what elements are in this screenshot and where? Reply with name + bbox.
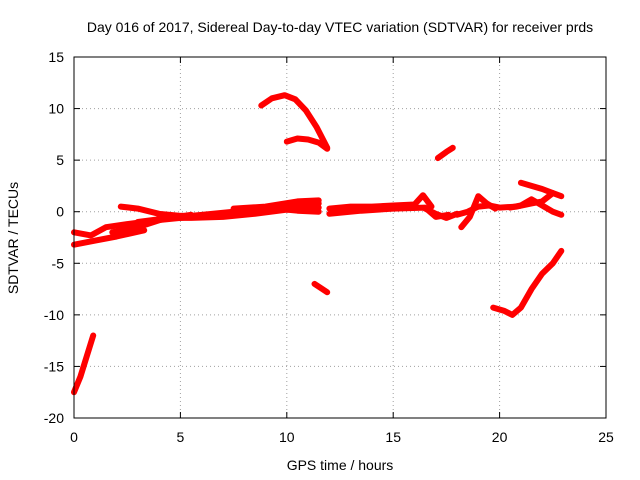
y-tick-label: 15 bbox=[48, 49, 64, 65]
chart-title: Day 016 of 2017, Sidereal Day-to-day VTE… bbox=[87, 19, 593, 35]
y-tick-label: -10 bbox=[44, 307, 64, 323]
x-tick-label: 25 bbox=[598, 429, 614, 445]
series-arc-08 bbox=[230, 197, 322, 212]
series-arc-10 bbox=[258, 92, 331, 151]
x-tick-label: 5 bbox=[177, 429, 185, 445]
data-series bbox=[71, 92, 565, 396]
y-axis-label: SDTVAR / TECUs bbox=[5, 182, 21, 294]
y-tick-label: 10 bbox=[48, 101, 64, 117]
x-tick-label: 0 bbox=[70, 429, 78, 445]
series-arc-09 bbox=[251, 205, 322, 215]
y-tick-label: -5 bbox=[52, 255, 65, 271]
series-arc-02 bbox=[71, 227, 148, 248]
y-tick-label: 5 bbox=[56, 152, 64, 168]
series-arc-16 bbox=[434, 144, 456, 162]
plot-frame bbox=[73, 56, 607, 419]
x-axis-label: GPS time / hours bbox=[287, 457, 394, 473]
y-tick-label: -20 bbox=[44, 410, 64, 426]
series-arc-01 bbox=[71, 332, 97, 396]
x-tick-label: 20 bbox=[492, 429, 508, 445]
x-tick-label: 10 bbox=[279, 429, 295, 445]
series-arc-21 bbox=[517, 179, 565, 200]
series-arc-15 bbox=[422, 205, 460, 221]
y-tick-label: 0 bbox=[56, 204, 64, 220]
series-arc-18 bbox=[458, 193, 499, 231]
series-arc-13 bbox=[326, 192, 435, 212]
series-arc-20 bbox=[507, 196, 565, 218]
series-arc-12 bbox=[311, 280, 331, 296]
y-tick-label: -15 bbox=[44, 358, 64, 374]
series-arc-11 bbox=[283, 135, 331, 152]
series-arc-19 bbox=[490, 247, 565, 318]
axis-ticks: 0 5 10 15 20 25 -20 -15 -10 -5 0 5 10 15 bbox=[44, 49, 614, 445]
grid bbox=[74, 57, 606, 418]
x-tick-label: 15 bbox=[385, 429, 401, 445]
